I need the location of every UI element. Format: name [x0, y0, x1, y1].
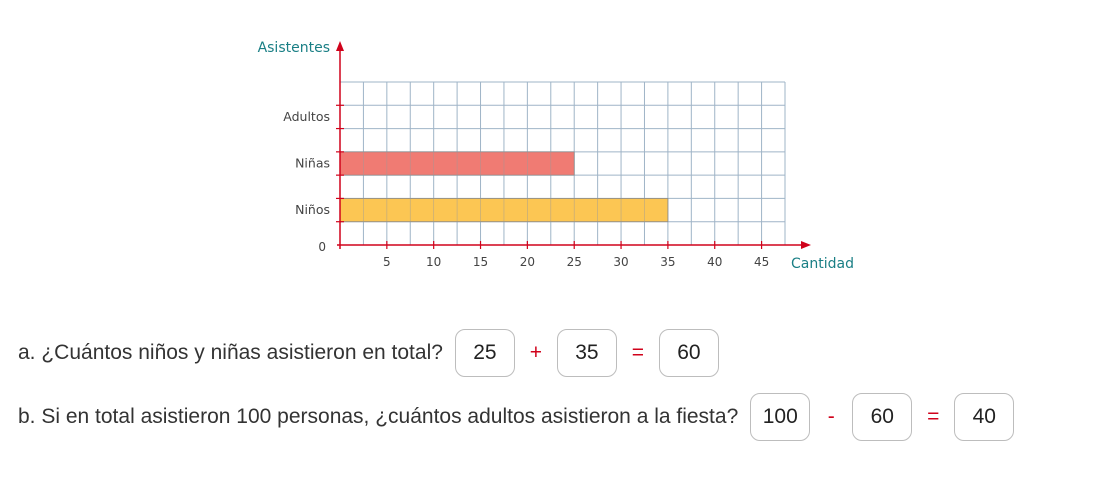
x-tick-label: 35	[660, 255, 675, 269]
question-b-equals: =	[927, 405, 940, 428]
origin-label: 0	[318, 240, 326, 254]
x-axis-arrow-icon	[801, 241, 811, 249]
question-a-operand2-box[interactable]: 35	[556, 329, 617, 377]
question-a-equals: =	[631, 341, 645, 364]
question-b: b. Si en total asistieron 100 personas, …	[18, 391, 1015, 443]
category-label-niños: Niños	[295, 202, 330, 217]
question-a-text: a. ¿Cuántos niños y niñas asistieron en …	[18, 341, 443, 364]
chart-ticks: 5 10 15 20 25 30 35 40 45	[336, 104, 769, 269]
question-b-operator: -	[827, 405, 835, 428]
x-tick-label: 15	[473, 255, 488, 269]
question-b-operand2-box[interactable]: 60	[852, 393, 913, 441]
category-label-niñas: Niñas	[295, 156, 330, 171]
x-tick-label: 30	[613, 255, 628, 269]
chart-bars: Adultos Niñas Niños	[283, 109, 669, 223]
question-b-text: b. Si en total asistieron 100 personas, …	[18, 405, 739, 428]
x-tick-label: 40	[707, 255, 722, 269]
x-tick-label: 5	[383, 255, 391, 269]
y-axis-arrow-icon	[336, 41, 344, 51]
question-a: a. ¿Cuántos niños y niñas asistieron en …	[18, 327, 719, 379]
x-tick-label: 45	[754, 255, 769, 269]
x-tick-label: 10	[426, 255, 441, 269]
question-a-result-box[interactable]: 60	[658, 329, 719, 377]
question-b-operand1-box[interactable]: 100	[750, 393, 811, 441]
question-b-result-box[interactable]: 40	[954, 393, 1015, 441]
x-tick-label: 20	[520, 255, 535, 269]
question-a-operator: +	[529, 341, 543, 364]
chart-axes	[336, 41, 811, 249]
x-tick-label: 25	[567, 255, 582, 269]
bar-chart: Adultos Niñas Niños 5 10 15 20 25 30 35 40 45 Asis…	[258, 40, 854, 272]
question-a-operand1-box[interactable]: 25	[454, 329, 515, 377]
x-axis-title: Cantidad	[791, 256, 854, 272]
category-label-adultos: Adultos	[283, 109, 330, 124]
y-axis-title: Asistentes	[258, 40, 330, 56]
